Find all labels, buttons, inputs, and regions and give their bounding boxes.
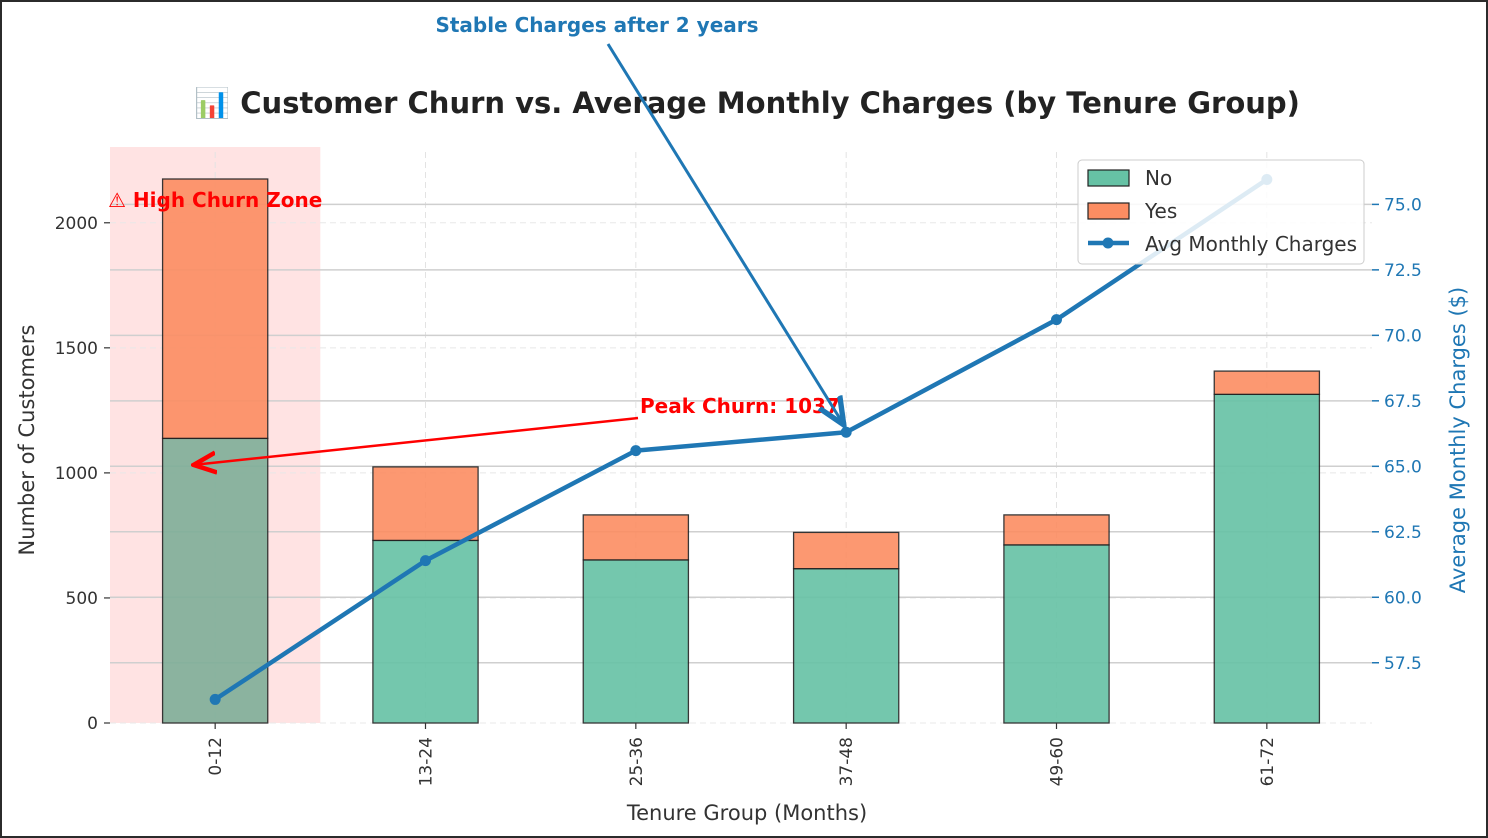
high-churn-zone-label: ⚠ High Churn Zone [108,188,322,212]
legend-label-yes: Yes [1144,199,1177,223]
peak-churn-arrow [196,416,639,465]
y-tick-label: 1000 [55,464,98,484]
x-tick-label: 49-60 [1048,737,1068,786]
bar-no-61-72 [1213,393,1321,724]
y-tick-label: 500 [66,589,98,609]
avg-charges-point-13-24 [420,555,431,567]
y2-tick-label: 67.5 [1384,392,1422,412]
x-tick-label: 0-12 [206,737,226,776]
bar-yes-25-36 [582,514,690,561]
legend-label-avg-charges: Avg Monthly Charges [1145,232,1357,256]
legend-swatch-marker [1102,237,1114,249]
y2-tick-label: 70.0 [1384,326,1422,346]
avg-charges-line [213,177,1269,702]
legend-swatch-yes [1087,202,1130,220]
stable-charges-annotation: Stable Charges after 2 years [435,13,758,37]
bar-yes-0-12 [161,178,269,440]
x-tick-label: 61-72 [1258,737,1278,786]
bar-no-37-48 [792,568,900,724]
y-tick-label: 0 [87,714,98,734]
x-tick-label: 13-24 [417,737,437,786]
bar-yes-49-60 [1003,514,1110,546]
bar-yes-37-48 [792,531,900,570]
y-tick-label: 2000 [55,214,98,234]
y2-tick-label: 60.0 [1384,588,1422,608]
bar-no-49-60 [1003,544,1110,724]
y2-tick-label: 72.5 [1384,261,1422,281]
x-tick-label: 25-36 [627,737,647,786]
y2-axis-label: Average Monthly Charges ($) [1446,287,1470,593]
bar-yes-61-72 [1213,370,1321,396]
legend-box [1077,159,1365,265]
bar-no-13-24 [372,539,479,724]
bar-no-25-36 [582,559,690,724]
y-tick-label: 1500 [55,339,98,359]
y2-tick-label: 65.0 [1384,457,1422,477]
stable-charges-arrow [606,43,842,422]
x-axis-label: Tenure Group (Months) [626,801,867,825]
y2-tick-label: 62.5 [1384,523,1422,543]
avg-charges-point-49-60 [1051,314,1062,326]
avg-charges-point-0-12 [209,693,221,705]
legend-label-no: No [1145,166,1172,190]
x-tick-label: 37-48 [837,737,857,786]
y-axis-label: Number of Customers [15,325,39,556]
y2-tick-label: 75.0 [1384,195,1422,215]
y2-tick-label: 57.5 [1384,654,1422,674]
chart-legend: No Yes Avg Monthly Charges [1077,159,1365,265]
bar-no-0-12 [161,437,269,724]
chart-title: 📊 Customer Churn vs. Average Monthly Cha… [194,86,1300,120]
avg-charges-point-37-48 [840,426,852,438]
legend-swatch-no [1087,169,1130,187]
peak-churn-annotation: Peak Churn: 1037 [640,394,840,418]
bar-yes-13-24 [372,466,479,542]
avg-charges-point-25-36 [630,445,642,457]
